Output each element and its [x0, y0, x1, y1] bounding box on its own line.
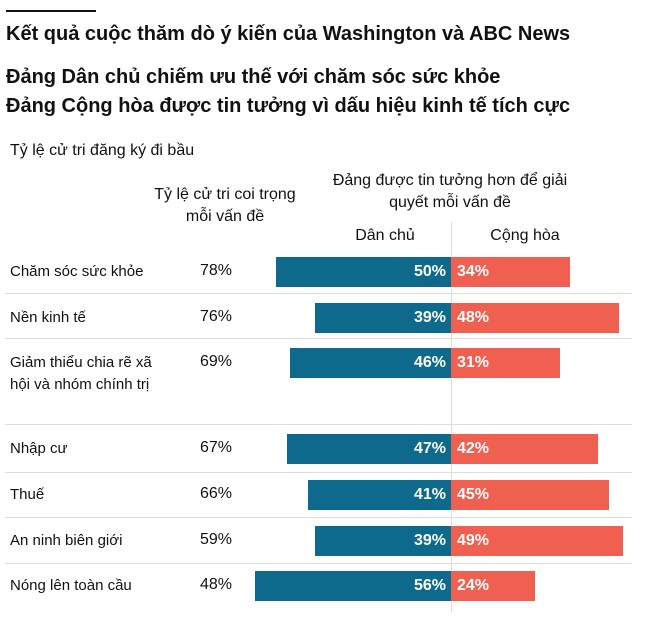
bar-dem: [290, 348, 451, 378]
category-label: An ninh biên giới: [10, 532, 123, 549]
importance-value: 76%: [200, 308, 233, 325]
chart-title: Kết quả cuộc thăm dò ý kiến của Washingt…: [6, 23, 571, 45]
chart-note: Tỷ lệ cử tri đăng ký đi bầu: [10, 142, 195, 159]
label-rep: 34%: [457, 263, 490, 280]
bar-rep: [451, 571, 535, 601]
importance-value: 48%: [200, 576, 233, 593]
row-separator: [5, 472, 632, 473]
row-separator: [5, 517, 632, 518]
label-rep: 49%: [457, 532, 490, 549]
row-separator: [5, 424, 632, 425]
bar-rep: [451, 257, 570, 287]
label-rep: 48%: [457, 309, 490, 326]
category-label: Nóng lên toàn cầu: [10, 577, 132, 594]
row-separator: [5, 293, 632, 294]
legend-dem: Dân chủ: [355, 227, 415, 244]
top-rule: [6, 10, 96, 12]
label-dem: 47%: [413, 440, 446, 457]
bar-dem: [307, 480, 451, 510]
importance-value: 59%: [200, 531, 233, 548]
importance-value: 78%: [200, 262, 233, 279]
subtitle-1: Đảng Dân chủ chiếm ưu thế với chăm sóc s…: [6, 66, 501, 88]
category-label: Nền kinh tế: [10, 309, 86, 326]
importance-value: 66%: [200, 485, 233, 502]
center-axis: [451, 222, 452, 612]
bar-rep: [451, 526, 623, 556]
label-dem: 39%: [413, 532, 446, 549]
importance-header: Tỷ lệ cử tri coi trọng mỗi vấn đề: [154, 186, 296, 225]
bar-dem: [314, 303, 451, 333]
category-label: Thuế: [10, 486, 45, 503]
label-dem: 46%: [413, 354, 446, 371]
label-dem: 39%: [413, 309, 446, 326]
bar-rep: [451, 303, 619, 333]
bar-rep: [451, 434, 598, 464]
category-label: Giảm thiểu chia rẽ xã hội và nhóm chính …: [10, 354, 152, 393]
bar-dem: [276, 257, 451, 287]
bar-rep: [451, 348, 560, 378]
legend-rep: Cộng hòa: [490, 227, 560, 244]
label-rep: 45%: [457, 486, 490, 503]
row-separator: [5, 338, 632, 339]
category-label: Nhập cư: [10, 440, 68, 457]
label-dem: 56%: [413, 577, 446, 594]
label-rep: 42%: [457, 440, 490, 457]
row-separator: [5, 563, 632, 564]
trust-header: Đảng được tin tưởng hơn để giải quyết mỗ…: [332, 172, 568, 211]
importance-value: 69%: [200, 353, 233, 370]
bar-rep: [451, 480, 609, 510]
label-rep: 31%: [457, 354, 490, 371]
label-rep: 24%: [457, 577, 490, 594]
bar-dem: [286, 434, 451, 464]
bar-dem: [314, 526, 451, 556]
label-dem: 41%: [413, 486, 446, 503]
subtitle-2: Đảng Cộng hòa được tin tưởng vì dấu hiệu…: [6, 95, 571, 117]
label-dem: 50%: [413, 263, 446, 280]
category-label: Chăm sóc sức khỏe: [10, 263, 144, 280]
importance-value: 67%: [200, 439, 233, 456]
bar-dem: [255, 571, 451, 601]
